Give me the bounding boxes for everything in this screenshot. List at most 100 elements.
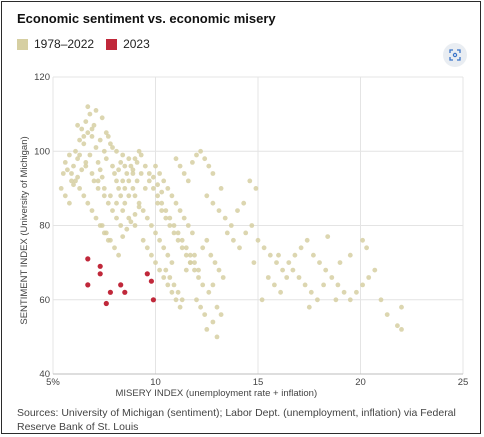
data-point-historical: [118, 193, 124, 199]
data-point-historical: [284, 275, 290, 280]
data-point-2023: [150, 297, 156, 303]
data-point-historical: [308, 289, 314, 295]
data-point-historical: [142, 163, 148, 169]
data-point-historical: [120, 208, 126, 214]
data-point-historical: [175, 230, 181, 236]
data-point-historical: [187, 260, 193, 265]
data-point-historical: [95, 160, 101, 165]
data-point-historical: [347, 297, 353, 303]
data-point-historical: [105, 200, 111, 206]
expand-chart-button[interactable]: [443, 43, 467, 67]
data-point-historical: [140, 237, 146, 243]
data-point-historical: [360, 237, 365, 243]
data-point-historical: [231, 237, 236, 243]
data-point-historical: [384, 312, 390, 317]
data-point-historical: [167, 275, 173, 280]
data-point-historical: [95, 186, 101, 191]
data-point-historical: [157, 171, 163, 176]
data-point-historical: [153, 260, 158, 265]
data-point-historical: [105, 134, 111, 139]
data-point-historical: [311, 252, 316, 258]
data-point-historical: [81, 134, 87, 139]
data-point-historical: [290, 267, 296, 273]
data-point-historical: [62, 160, 68, 165]
legend-swatch-2023: [106, 38, 118, 50]
data-point-historical: [108, 193, 113, 199]
data-point-historical: [337, 260, 343, 265]
data-point-historical: [85, 104, 91, 110]
data-point-historical: [399, 304, 404, 310]
data-point-historical: [206, 289, 212, 295]
data-point-historical: [136, 204, 142, 210]
data-point-historical: [210, 319, 216, 325]
data-point-historical: [116, 186, 121, 191]
data-point-historical: [196, 275, 201, 280]
data-point-historical: [251, 260, 257, 265]
data-point-historical: [99, 115, 105, 121]
data-point-historical: [243, 230, 249, 236]
data-point-historical: [216, 267, 222, 273]
x-tick-label: 25: [458, 377, 469, 388]
data-point-historical: [79, 126, 85, 132]
data-point-historical: [138, 152, 144, 158]
data-point-historical: [354, 289, 359, 295]
data-point-historical: [325, 234, 331, 240]
data-point-historical: [159, 200, 165, 206]
x-tick-label: 10: [150, 377, 161, 388]
data-point-historical: [120, 234, 126, 240]
data-point-historical: [161, 245, 167, 251]
data-point-historical: [140, 208, 146, 214]
data-point-historical: [210, 171, 216, 176]
data-point-historical: [130, 167, 136, 173]
y-axis-label: SENTIMENT INDEX (University of Michigan): [19, 136, 30, 324]
data-point-historical: [114, 200, 119, 206]
data-point-historical: [87, 111, 93, 117]
data-point-historical: [196, 267, 201, 273]
data-point-historical: [177, 304, 183, 310]
legend-item-historical: 1978–2022: [17, 37, 94, 51]
data-point-historical: [395, 323, 400, 329]
data-point-historical: [265, 275, 271, 280]
legend-label-2023: 2023: [123, 37, 150, 51]
data-point-historical: [165, 186, 171, 191]
data-point-historical: [323, 267, 329, 273]
data-point-historical: [169, 289, 175, 295]
data-point-historical: [124, 171, 130, 176]
data-point-historical: [185, 223, 191, 228]
data-point-historical: [126, 178, 132, 184]
data-point-historical: [146, 178, 152, 184]
data-point-historical: [101, 230, 107, 236]
data-point-historical: [222, 215, 228, 221]
data-point-historical: [204, 237, 210, 243]
data-point-historical: [108, 141, 113, 147]
data-point-historical: [208, 252, 214, 258]
data-point-historical: [181, 171, 187, 176]
data-point-historical: [136, 200, 142, 206]
data-point-historical: [202, 312, 208, 317]
data-point-historical: [286, 260, 292, 265]
data-point-historical: [218, 186, 224, 191]
data-point-historical: [122, 200, 128, 206]
data-point-historical: [165, 282, 171, 288]
data-point-historical: [399, 327, 404, 332]
data-point-historical: [134, 178, 140, 184]
x-axis-label: MISERY INDEX (unemployment rate + inflat…: [116, 388, 318, 399]
data-point-historical: [112, 245, 117, 251]
data-point-historical: [97, 137, 103, 143]
data-point-historical: [144, 215, 150, 221]
data-point-historical: [144, 245, 150, 251]
data-point-historical: [97, 167, 103, 173]
data-point-historical: [132, 223, 138, 228]
scatter-plot: 40 60 80 100 120 5% 10 15 20 25 MISERY INDEX (unem…: [19, 72, 469, 399]
y-tick-label: 60: [39, 295, 50, 306]
data-point-historical: [77, 137, 82, 143]
data-point-historical: [128, 163, 134, 169]
y-tick-label: 120: [34, 72, 50, 83]
data-point-historical: [167, 215, 173, 221]
x-tick-label: 5%: [46, 377, 60, 388]
data-point-historical: [192, 267, 197, 273]
data-point-historical: [364, 245, 369, 251]
data-point-historical: [130, 186, 136, 191]
data-point-historical: [171, 230, 177, 236]
